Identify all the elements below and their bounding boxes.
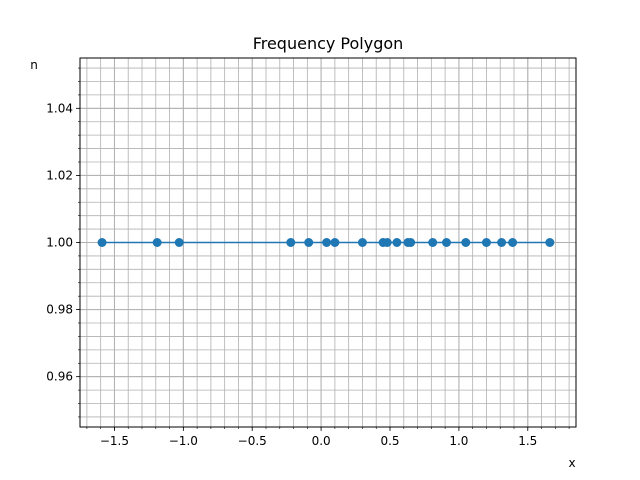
y-tick-label: 0.98 [46, 303, 73, 317]
data-point [461, 238, 471, 247]
ticks: −1.5 −1.0 −0.5 0.0 0.5 1.0 1.5 0.96 0.98 1.00 1.02… [46, 67, 570, 448]
x-tick-label: 1.5 [518, 434, 537, 448]
x-tick-label: 1.0 [449, 434, 468, 448]
data-point [508, 238, 518, 247]
x-tick-label: 0.5 [380, 434, 399, 448]
data-point [545, 238, 555, 247]
y-tick-label: 0.96 [46, 370, 73, 384]
chart-title: Frequency Polygon [253, 34, 404, 53]
data-point [286, 238, 296, 247]
data-point [357, 238, 367, 247]
data-point [174, 238, 184, 247]
data-point [322, 238, 332, 247]
series-layer [97, 238, 555, 247]
x-tick-label: −0.5 [238, 434, 267, 448]
x-tick-label: 0.0 [312, 434, 331, 448]
data-point [428, 238, 438, 247]
data-point [97, 238, 107, 247]
x-tick-label: −1.0 [169, 434, 198, 448]
y-tick-label: 1.00 [46, 236, 73, 250]
data-point [382, 238, 392, 247]
data-point [304, 238, 314, 247]
x-axis-label: x [568, 456, 575, 470]
data-point [481, 238, 491, 247]
x-tick-label: −1.5 [100, 434, 129, 448]
y-axis-label: n [30, 58, 38, 72]
data-point [441, 238, 451, 247]
data-point [497, 238, 507, 247]
data-point [406, 238, 416, 247]
data-point [152, 238, 162, 247]
data-point [330, 238, 340, 247]
y-tick-label: 1.02 [46, 168, 73, 182]
y-tick-label: 1.04 [46, 101, 73, 115]
data-point [392, 238, 402, 247]
